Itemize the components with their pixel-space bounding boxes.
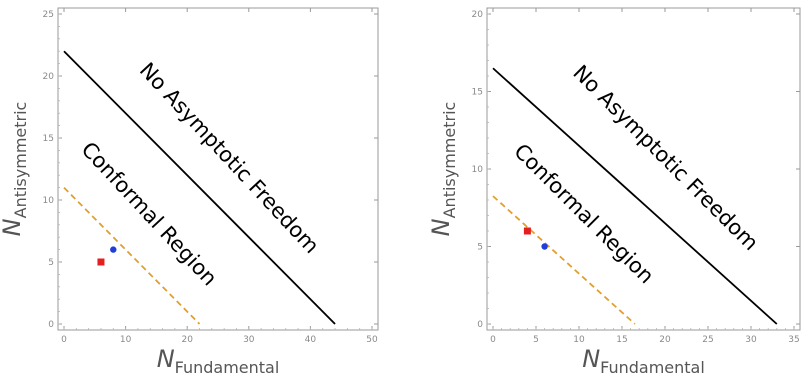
x-axis-label: NFundamental [582, 345, 705, 377]
data-point-circle [110, 246, 117, 253]
y-axis-label: NAntisymmetric [427, 102, 459, 237]
y-tick-label: 0 [477, 320, 483, 330]
plot-frame [57, 7, 379, 331]
y-tick-label: 5 [48, 258, 54, 268]
y-tick-label: 25 [43, 10, 54, 20]
x-tick-label: 35 [788, 335, 799, 345]
x-tick-label: 20 [181, 335, 193, 345]
x-tick-label: 0 [61, 335, 67, 345]
y-tick-label: 20 [472, 10, 484, 20]
conformal-boundary-line [492, 195, 636, 325]
y-tick-label: 15 [472, 88, 483, 98]
y-tick-label: 10 [43, 196, 55, 206]
data-point-circle [541, 243, 548, 250]
y-tick-label: 15 [43, 134, 54, 144]
x-tick-label: 30 [745, 335, 757, 345]
x-tick-label: 0 [490, 335, 496, 345]
data-point-square [97, 258, 105, 266]
data-point-square [523, 227, 531, 235]
y-tick-label: 5 [477, 243, 483, 253]
x-tick-label: 30 [243, 335, 255, 345]
x-tick-label: 15 [616, 335, 627, 345]
asymptotic-freedom-boundary-line [63, 50, 336, 325]
x-tick-label: 25 [702, 335, 713, 345]
x-tick-label: 10 [120, 335, 132, 345]
x-tick-label: 40 [305, 335, 317, 345]
y-tick-label: 0 [48, 320, 54, 330]
y-tick-label: 10 [472, 165, 484, 175]
y-tick-label: 20 [43, 72, 55, 82]
x-tick-label: 10 [573, 335, 585, 345]
x-axis-label: NFundamental [157, 345, 280, 377]
x-tick-label: 20 [659, 335, 671, 345]
y-axis-label: NAntisymmetric [0, 102, 30, 237]
x-tick-label: 5 [533, 335, 539, 345]
conformal-boundary-line [63, 186, 201, 325]
x-tick-label: 50 [366, 335, 378, 345]
asymptotic-freedom-boundary-line [492, 67, 778, 325]
